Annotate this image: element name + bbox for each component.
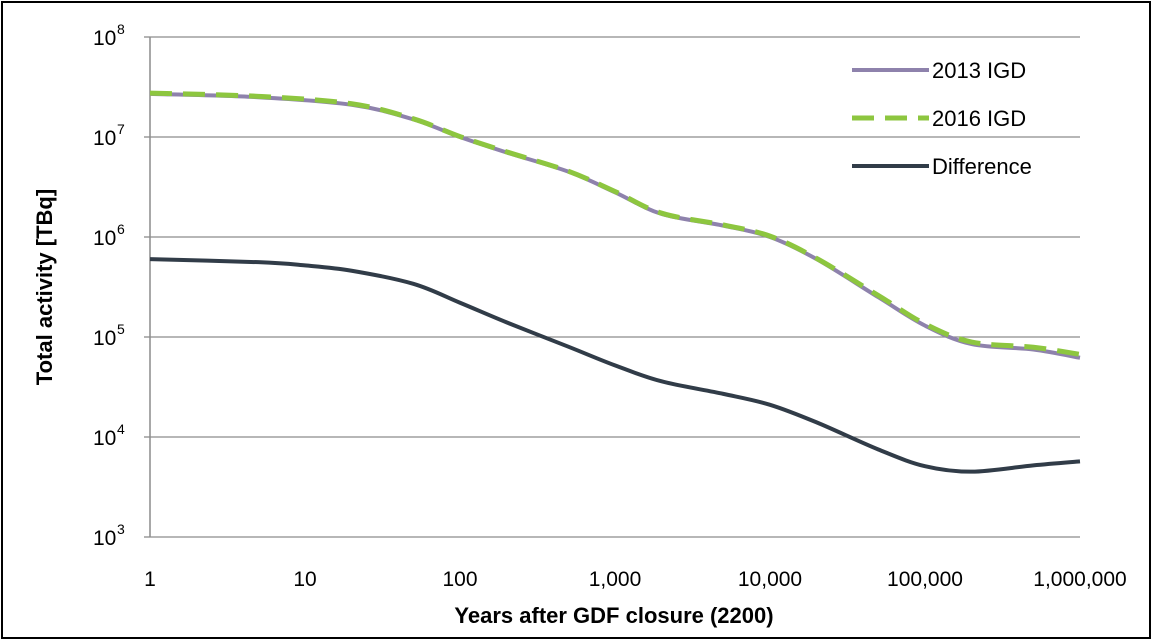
x-tick-label: 1,000,000	[1033, 568, 1126, 591]
y-tick-base: 10	[93, 127, 116, 150]
x-tick-label: 1	[144, 568, 156, 591]
y-tick-base: 10	[93, 227, 116, 250]
y-tick-base: 10	[93, 27, 116, 50]
y-tick-label: 10 7	[93, 121, 125, 150]
legend-label-2013-igd: 2013 IGD	[932, 58, 1026, 83]
y-tick-label: 10 3	[93, 521, 125, 550]
y-tick-exponent: 4	[117, 421, 125, 437]
legend-label-2016-igd: 2016 IGD	[932, 106, 1026, 131]
y-tick-base: 10	[93, 427, 116, 450]
y-tick-label: 10 4	[93, 421, 125, 450]
legend-label-difference: Difference	[932, 154, 1032, 179]
y-tick-label: 10 6	[93, 221, 125, 250]
y-tick-label: 10 8	[93, 21, 125, 50]
y-tick-base: 10	[93, 527, 116, 550]
y-axis-title: Total activity [TBq]	[32, 189, 57, 385]
y-tick-marks	[144, 36, 150, 538]
x-tick-label: 1,000	[589, 568, 642, 591]
y-tick-exponent: 3	[117, 521, 125, 537]
x-tick-labels: 1 10 100 1,000 10,000 100,000 1,000,000	[144, 568, 1127, 591]
gridlines	[150, 36, 1080, 538]
series-line-2013-igd	[149, 91, 1081, 360]
y-tick-base: 10	[93, 327, 116, 350]
series-lines	[149, 90, 1081, 474]
x-axis-title: Years after GDF closure (2200)	[454, 603, 773, 628]
x-tick-label: 10	[293, 568, 316, 591]
y-tick-exponent: 7	[117, 121, 125, 137]
legend: 2013 IGD 2016 IGD Difference	[852, 58, 1032, 179]
y-tick-exponent: 6	[117, 221, 125, 237]
series-line-2016-igd	[149, 90, 1081, 357]
y-tick-exponent: 8	[117, 21, 125, 37]
x-tick-label: 100,000	[887, 568, 963, 591]
y-tick-exponent: 5	[117, 321, 125, 337]
x-tick-label: 100	[442, 568, 477, 591]
series-line-difference	[149, 257, 1081, 474]
y-tick-label: 10 5	[93, 321, 125, 350]
x-tick-label: 10,000	[738, 568, 802, 591]
